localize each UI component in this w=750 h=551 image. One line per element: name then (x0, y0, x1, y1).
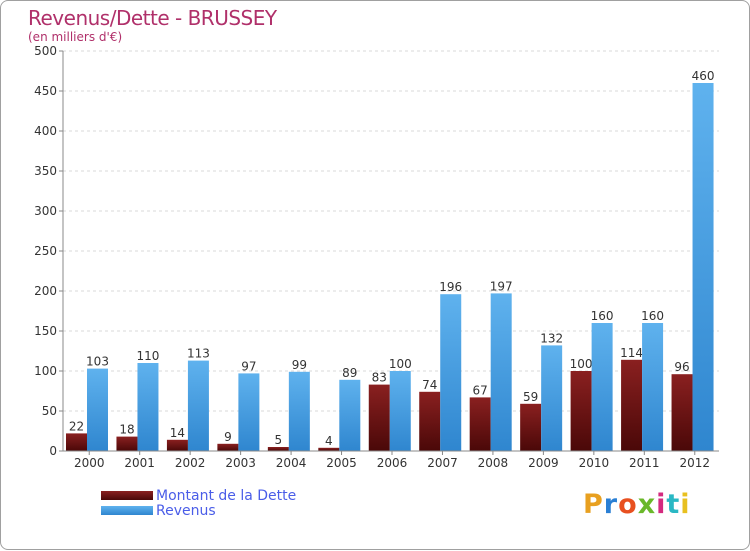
chart-subtitle: (en milliers d'€) (28, 30, 123, 44)
proxiti-logo: Proxiti (583, 489, 691, 520)
x-tick-label: 2000 (74, 456, 105, 470)
y-tick-label: 250 (34, 244, 57, 258)
x-tick-label: 2001 (124, 456, 155, 470)
x-tick-label: 2011 (629, 456, 660, 470)
y-tick-label: 100 (34, 364, 57, 378)
data-label: 160 (591, 309, 614, 323)
logo-letter: o (618, 489, 638, 520)
legend-label-dette: Montant de la Dette (156, 487, 297, 504)
logo-letter: i (680, 489, 691, 520)
data-label: 99 (292, 358, 307, 372)
x-tick-label: 2006 (377, 456, 408, 470)
bar-revenus (490, 293, 512, 451)
logo-letter: t (666, 489, 681, 520)
x-tick-label: 2009 (528, 456, 559, 470)
x-tick-label: 2010 (579, 456, 610, 470)
data-label: 103 (86, 355, 109, 369)
bar-revenus (288, 371, 310, 451)
bar-dette (318, 447, 340, 451)
legend-label-revenus: Revenus (156, 502, 216, 519)
bar-revenus (87, 368, 108, 451)
data-label: 14 (170, 426, 185, 440)
x-tick-label: 2007 (427, 456, 458, 470)
bar-dette (66, 433, 87, 451)
x-tick-label: 2003 (225, 456, 256, 470)
legend-item-dette: Montant de la Dette (101, 487, 297, 504)
data-label: 9 (224, 430, 232, 444)
data-label: 100 (570, 357, 593, 371)
bar-revenus (642, 323, 664, 451)
legend-item-revenus: Revenus (101, 502, 296, 519)
x-tick-label: 2008 (478, 456, 509, 470)
y-tick-label: 450 (34, 84, 57, 98)
bar-dette (520, 403, 542, 451)
bar-revenus (440, 294, 462, 451)
bar-revenus (339, 379, 361, 451)
logo-letter: x (637, 489, 657, 520)
bar-revenus (541, 345, 563, 451)
bar-dette (671, 374, 693, 451)
bar-dette (621, 359, 643, 451)
x-axis-ticks: 2000 2001 2002 2003 2004 2005 2006 2007 2008 2009… (74, 451, 710, 470)
data-label: 197 (490, 279, 513, 293)
bar-dette (419, 391, 441, 451)
x-tick-label: 2005 (326, 456, 357, 470)
x-tick-label: 2002 (175, 456, 206, 470)
legend: Montant de la Dette Revenus (101, 487, 297, 519)
data-label: 113 (187, 347, 210, 361)
data-label: 89 (342, 366, 357, 380)
chart-title: Revenus/Dette - BRUSSEY (28, 6, 277, 30)
data-label: 4 (325, 434, 333, 448)
y-axis-ticks: 0 50 100 150 200 250 300 350 400 450 500 (34, 44, 63, 458)
x-tick-label: 2012 (679, 456, 710, 470)
bar-dette (368, 384, 390, 451)
data-label: 67 (473, 383, 488, 397)
bar-dette (267, 447, 289, 451)
x-tick-label: 2004 (276, 456, 307, 470)
data-label: 83 (372, 371, 387, 385)
bar-revenus (238, 373, 260, 451)
data-label: 96 (674, 360, 689, 374)
bar-dette (217, 443, 239, 451)
data-label: 5 (275, 433, 283, 447)
data-label: 100 (389, 357, 412, 371)
data-label: 132 (540, 331, 563, 345)
bar-dette (116, 436, 138, 451)
bar-revenus (692, 83, 714, 451)
bar-dette (570, 371, 592, 451)
y-tick-label: 0 (49, 444, 57, 458)
bar-revenus (389, 371, 411, 451)
data-label: 196 (439, 280, 462, 294)
legend-swatch-revenus (101, 506, 153, 515)
data-label: 114 (620, 346, 643, 360)
y-tick-label: 50 (42, 404, 57, 418)
data-label: 18 (119, 423, 134, 437)
data-label: 160 (641, 309, 664, 323)
bar-dette (469, 397, 491, 451)
y-tick-label: 500 (34, 44, 57, 58)
data-label: 22 (69, 419, 84, 433)
y-tick-label: 150 (34, 324, 57, 338)
bar-revenus (137, 363, 159, 451)
data-label: 460 (692, 69, 715, 83)
logo-letter: P (583, 489, 604, 520)
bar-dette (166, 439, 188, 451)
logo-letter: i (656, 489, 667, 520)
legend-swatch-dette (101, 491, 153, 500)
y-tick-label: 200 (34, 284, 57, 298)
y-tick-label: 400 (34, 124, 57, 138)
y-tick-label: 300 (34, 204, 57, 218)
data-label: 59 (523, 390, 538, 404)
y-tick-label: 350 (34, 164, 57, 178)
data-label: 74 (422, 378, 437, 392)
bar-revenus (591, 323, 613, 451)
data-label: 110 (137, 349, 160, 363)
bar-revenus (187, 360, 209, 451)
data-label: 97 (241, 359, 256, 373)
logo-letter: r (603, 489, 619, 520)
